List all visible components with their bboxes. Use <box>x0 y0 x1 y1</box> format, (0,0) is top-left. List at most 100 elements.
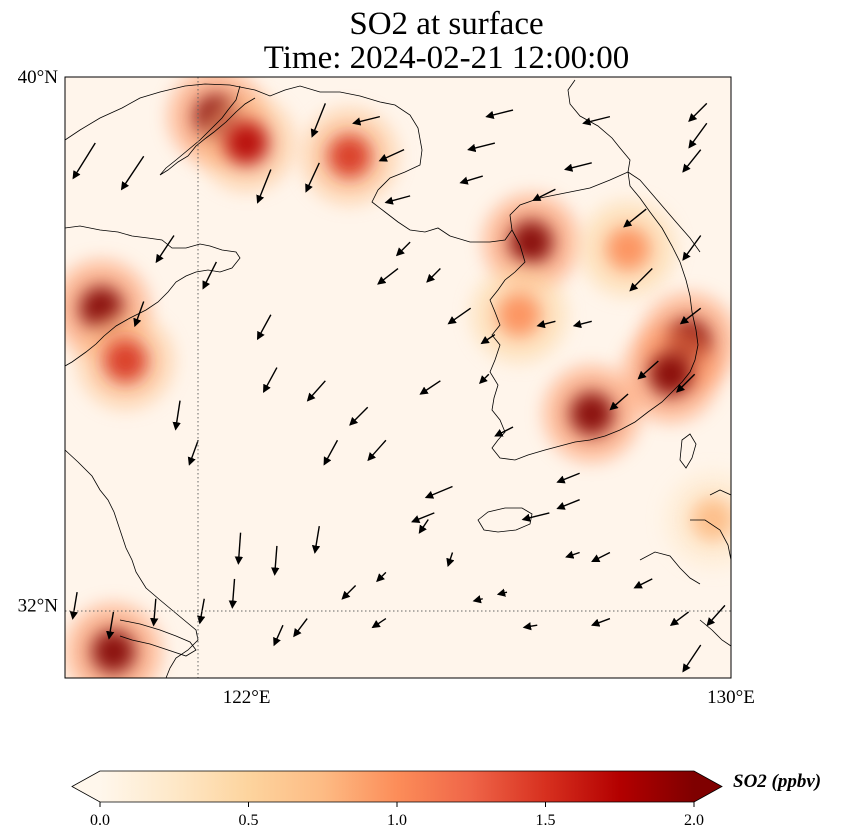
map-subtitle-time: Time: 2024-02-21 12:00:00 <box>263 40 630 76</box>
wind-arrow <box>341 585 357 600</box>
wind-arrow <box>378 149 405 162</box>
lon-tick-labels: 122°E 130°E <box>223 687 755 708</box>
wind-arrow <box>479 373 490 384</box>
coastline-korea-nwest <box>489 171 699 461</box>
so2-hotspot <box>224 121 269 166</box>
wind-arrow <box>556 499 580 510</box>
wind-arrow <box>349 406 369 426</box>
wind-arrow <box>311 525 321 554</box>
colorbar-ticks: 0.0 0.5 1.0 1.5 2.0 <box>90 802 704 829</box>
coastline-shandong <box>65 225 241 367</box>
wind-arrow <box>609 393 629 411</box>
wind-arrow <box>305 162 320 193</box>
wind-arrow <box>72 142 96 180</box>
lat-tick-label: 32°N <box>18 595 59 616</box>
wind-arrow <box>384 195 411 205</box>
wind-arrow <box>371 617 387 629</box>
so2-hotspot <box>103 338 148 383</box>
wind-arrow <box>256 169 272 204</box>
wind-arrow <box>565 550 580 559</box>
so2-hotspot <box>690 497 731 542</box>
so2-hotspot <box>327 134 372 179</box>
wind-arrow <box>556 472 580 484</box>
colorbar-extend-low <box>72 771 100 802</box>
wind-arrow <box>69 592 79 620</box>
wind-arrow <box>352 115 381 126</box>
wind-arrow <box>682 149 702 173</box>
colorbar-tick-label: 1.0 <box>387 812 407 829</box>
wind-arrow <box>426 268 441 283</box>
colorbar-tick-label: 2.0 <box>684 812 704 829</box>
wind-vectors <box>69 102 726 673</box>
coastline-liaodong <box>159 85 256 176</box>
wind-arrow <box>522 622 538 631</box>
wind-arrow <box>228 578 238 609</box>
wind-arrow <box>682 644 702 673</box>
wind-arrow <box>472 595 483 604</box>
colorbar-gradient <box>100 771 694 802</box>
wind-arrow <box>679 307 702 325</box>
wind-arrow <box>447 307 472 325</box>
wind-arrow <box>377 267 399 285</box>
wind-arrow <box>459 175 483 185</box>
wind-arrow <box>706 604 726 627</box>
wind-arrow <box>590 617 611 627</box>
wind-arrow <box>446 552 455 568</box>
wind-arrow <box>419 380 441 395</box>
map-title: SO2 at surface <box>349 6 544 42</box>
so2-hotspot <box>509 220 554 265</box>
wind-arrow <box>150 598 159 627</box>
wind-arrow <box>582 115 611 126</box>
wind-arrow <box>676 373 696 393</box>
lon-tick-label: 122°E <box>223 687 271 708</box>
wind-arrow <box>271 545 280 576</box>
lat-tick-labels: 40°N 32°N <box>18 67 59 616</box>
wind-arrow <box>411 512 435 523</box>
wind-arrow <box>637 360 659 380</box>
wind-arrow <box>234 532 244 565</box>
wind-arrow <box>480 333 496 345</box>
wind-arrow <box>310 103 326 138</box>
yangtze-estuary <box>119 619 197 657</box>
wind-arrow <box>256 314 272 341</box>
wind-arrow <box>424 485 453 499</box>
wind-arrow <box>418 519 429 534</box>
jeju-island <box>477 507 533 533</box>
coastline-kyushu <box>639 489 731 647</box>
wind-arrow <box>669 611 690 626</box>
colorbar: 0.0 0.5 1.0 1.5 2.0 SO2 (ppbv) <box>71 770 821 829</box>
lat-tick-label: 40°N <box>18 67 59 88</box>
coastline-china-north <box>65 83 451 237</box>
lon-tick-label: 130°E <box>707 687 755 708</box>
colorbar-tick-label: 0.0 <box>90 812 110 829</box>
wind-arrow <box>682 235 702 261</box>
wind-arrow <box>133 301 145 328</box>
so2-hotspot <box>606 226 651 271</box>
wind-arrow <box>633 578 653 589</box>
colorbar-title: SO2 (ppbv) <box>733 771 821 792</box>
wind-arrow <box>629 268 653 292</box>
wind-arrow <box>521 512 550 522</box>
tsushima-island <box>679 433 697 469</box>
wind-arrow <box>494 426 514 437</box>
wind-arrow <box>120 155 145 191</box>
wind-arrow <box>273 624 284 647</box>
so2-hotspot <box>91 629 136 674</box>
wind-arrow <box>106 611 115 640</box>
so2-hotspot <box>569 391 614 436</box>
colorbar-tick-label: 0.5 <box>239 812 259 829</box>
wind-arrow <box>688 102 708 123</box>
wind-arrow <box>376 571 387 583</box>
wind-arrow <box>323 439 339 466</box>
wind-arrow <box>155 235 175 264</box>
wind-arrow <box>623 208 647 228</box>
wind-arrow <box>263 367 278 394</box>
coastline-china-east <box>65 449 199 678</box>
wind-arrow <box>467 142 496 153</box>
so2-hotspot <box>497 292 542 337</box>
so2-hotspot <box>648 352 693 397</box>
wind-arrow <box>532 188 556 201</box>
wind-arrow <box>496 588 508 597</box>
wind-arrow <box>293 618 308 638</box>
colorbar-tick-label: 1.5 <box>536 812 556 829</box>
